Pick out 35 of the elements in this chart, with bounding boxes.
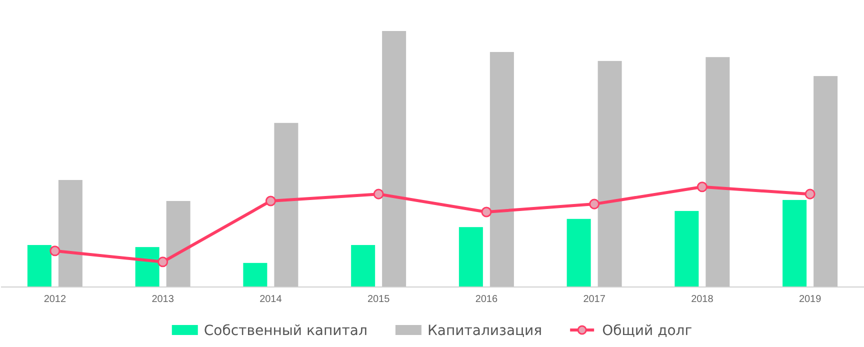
x-tick-label: 2013 (152, 294, 174, 306)
bar (243, 262, 268, 287)
point (265, 196, 276, 206)
bar (706, 57, 730, 287)
bar (598, 60, 622, 287)
x-tick-label: 2018 (691, 294, 714, 306)
point (696, 182, 708, 192)
bar (274, 122, 298, 287)
x-tick-label: 2012 (44, 294, 66, 306)
x-tick-label: 2014 (260, 294, 282, 306)
bar (814, 76, 838, 287)
bar (351, 245, 376, 287)
bar (27, 245, 52, 287)
bar (58, 180, 82, 287)
bar (135, 247, 160, 287)
legend-label: Общий долг (602, 323, 692, 339)
point (589, 198, 600, 210)
bar (458, 227, 483, 287)
bar (566, 218, 591, 287)
bar (674, 210, 699, 287)
point (373, 188, 384, 200)
x-tick-label: 2016 (475, 294, 498, 306)
point (481, 206, 492, 218)
point (158, 256, 168, 268)
point (804, 188, 816, 200)
x-tick-label: 2017 (583, 294, 606, 306)
x-tick-label: 2019 (798, 294, 822, 306)
legend-label: Капитализация (427, 323, 542, 339)
bar (490, 52, 514, 287)
bar (782, 200, 807, 287)
legend-label: Собственный капитал (204, 323, 368, 339)
bar (166, 200, 190, 287)
point (50, 246, 60, 256)
bar (382, 31, 406, 287)
x-tick-label: 2015 (367, 294, 390, 306)
